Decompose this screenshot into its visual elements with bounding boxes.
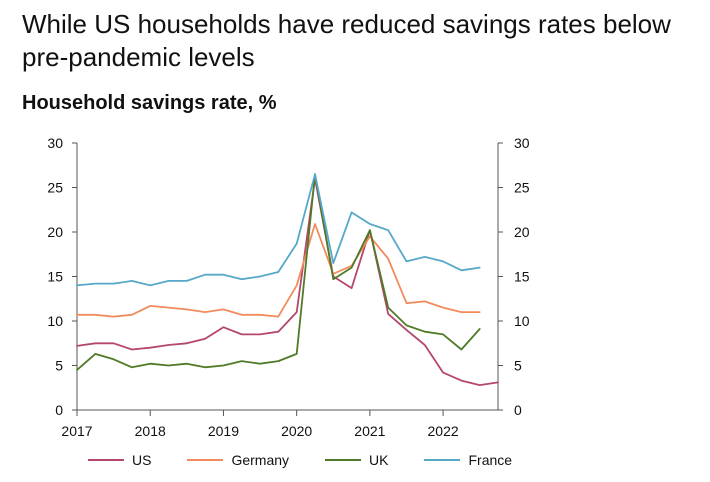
legend-swatch xyxy=(187,459,224,461)
legend-label: US xyxy=(132,452,152,468)
x-tick-label: 2018 xyxy=(135,423,166,439)
legend: US Germany UK France xyxy=(88,452,512,468)
y-tick-label-left: 15 xyxy=(47,269,63,285)
y-tick-label-right: 30 xyxy=(514,135,530,151)
y-tick-label-right: 10 xyxy=(514,313,530,329)
axes: 0 5 10 15 20 25 30 0 5 10 15 20 25 30 2017 2018 2019 2020… xyxy=(47,135,529,439)
y-tick-label-left: 10 xyxy=(47,313,63,329)
legend-label: France xyxy=(468,452,513,468)
legend-item-uk: UK xyxy=(325,452,388,468)
y-tick-label-right: 0 xyxy=(514,402,522,418)
legend-item-us: US xyxy=(88,452,151,468)
y-tick-label-left: 20 xyxy=(47,224,63,240)
legend-swatch xyxy=(424,459,461,461)
legend-label: Germany xyxy=(231,452,290,468)
y-tick-label-left: 5 xyxy=(55,358,63,374)
chart-title: Household savings rate, % xyxy=(22,92,277,114)
series-line-uk xyxy=(76,173,481,371)
series-line-us xyxy=(76,177,499,387)
series-line-germany xyxy=(76,223,481,318)
series-layer xyxy=(76,173,499,387)
legend-swatch xyxy=(325,459,362,461)
x-tick-label: 2017 xyxy=(61,423,92,439)
legend-item-france: France xyxy=(424,452,512,468)
y-tick-label-left: 25 xyxy=(47,180,63,196)
y-tick-label-left: 0 xyxy=(55,402,63,418)
y-tick-label-right: 20 xyxy=(514,224,530,240)
x-tick-label: 2019 xyxy=(208,423,239,439)
y-tick-label-left: 30 xyxy=(47,135,63,151)
headline: While US households have reduced savings… xyxy=(22,9,671,72)
x-tick-label: 2021 xyxy=(354,423,385,439)
y-tick-label-right: 25 xyxy=(514,180,530,196)
y-tick-label-right: 15 xyxy=(514,269,530,285)
x-tick-label: 2022 xyxy=(428,423,459,439)
legend-label: UK xyxy=(369,452,389,468)
legend-item-germany: Germany xyxy=(187,452,289,468)
x-tick-label: 2020 xyxy=(281,423,312,439)
series-line-france xyxy=(76,173,481,287)
y-tick-label-right: 5 xyxy=(514,358,522,374)
legend-swatch xyxy=(88,459,124,461)
